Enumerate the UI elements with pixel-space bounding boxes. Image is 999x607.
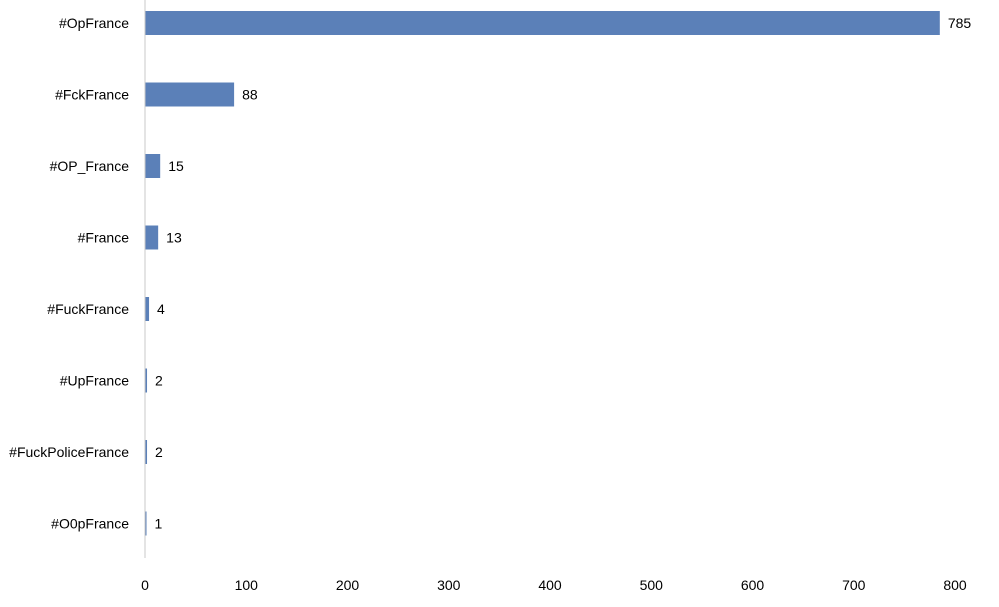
bar <box>145 11 940 35</box>
bar <box>145 225 159 250</box>
category-label: #OP_France <box>50 158 130 174</box>
x-tick-labels-group: 0 100 200 300 400 500 600 700 800 <box>141 577 967 593</box>
data-label: 785 <box>948 15 972 31</box>
x-tick-label: 100 <box>235 577 259 593</box>
data-label: 1 <box>155 516 163 532</box>
data-label: 2 <box>155 444 163 460</box>
category-label: #FuckFrance <box>47 301 129 317</box>
bar <box>145 297 150 321</box>
x-tick-label: 300 <box>437 577 461 593</box>
category-label: #FckFrance <box>55 87 129 103</box>
category-label: #FuckPoliceFrance <box>9 444 129 460</box>
x-tick-label: 600 <box>741 577 765 593</box>
data-label: 2 <box>155 373 163 389</box>
x-tick-label: 0 <box>141 577 149 593</box>
x-tick-label: 800 <box>943 577 967 593</box>
x-tick-label: 700 <box>842 577 866 593</box>
x-tick-label: 500 <box>640 577 664 593</box>
data-label: 4 <box>157 301 165 317</box>
category-labels-group: #OpFrance #FckFrance #OP_France #France #Fuc… <box>9 15 129 532</box>
bars-group <box>145 11 940 536</box>
category-label: #France <box>78 230 130 246</box>
x-tick-label: 200 <box>336 577 360 593</box>
data-label: 15 <box>168 158 184 174</box>
bar <box>145 511 147 536</box>
bar <box>145 368 148 393</box>
category-label: #UpFrance <box>60 373 129 389</box>
data-label: 13 <box>166 230 182 246</box>
bar <box>145 154 161 178</box>
category-label: #O0pFrance <box>51 516 129 532</box>
x-tick-label: 400 <box>538 577 562 593</box>
bar <box>145 440 148 464</box>
category-label: #OpFrance <box>59 15 129 31</box>
bar <box>145 82 235 107</box>
value-labels-group: 785 88 15 13 4 2 2 1 <box>155 15 972 532</box>
data-label: 88 <box>242 87 258 103</box>
